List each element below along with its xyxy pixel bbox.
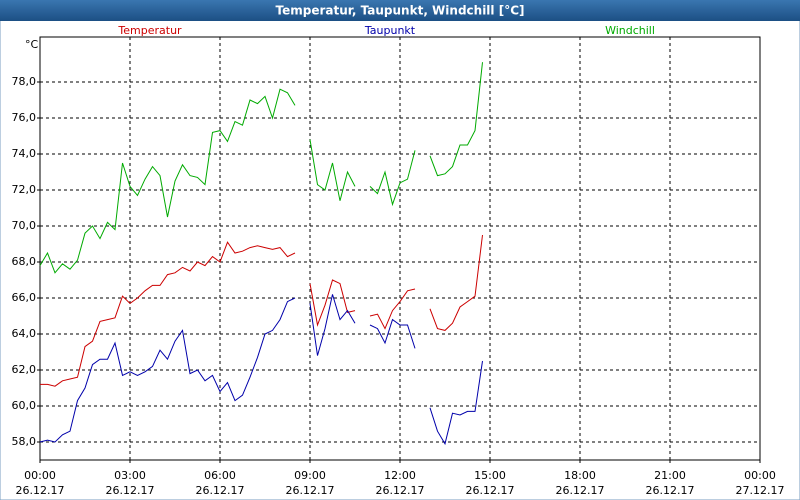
y-tick-label: 60,0 bbox=[12, 399, 37, 412]
title-bar bbox=[0, 0, 800, 21]
x-tick-label: 09:00 bbox=[294, 469, 326, 482]
x-tick-date: 26.12.17 bbox=[16, 484, 65, 497]
series-line bbox=[39, 294, 483, 446]
legend-entry: Taupunkt bbox=[364, 24, 416, 37]
legend-entry: Temperatur bbox=[117, 24, 182, 37]
x-tick-date: 27.12.17 bbox=[736, 484, 785, 497]
y-tick-label: 66,0 bbox=[12, 291, 37, 304]
x-tick-label: 00:00 bbox=[24, 469, 56, 482]
x-tick-label: 12:00 bbox=[384, 469, 416, 482]
x-tick-date: 26.12.17 bbox=[556, 484, 605, 497]
x-tick-label: 00:00 bbox=[744, 469, 776, 482]
x-tick-label: 21:00 bbox=[654, 469, 686, 482]
y-tick-label: 76,0 bbox=[12, 111, 37, 124]
y-tick-label: 62,0 bbox=[12, 363, 37, 376]
y-unit: °C bbox=[25, 38, 39, 51]
x-tick-date: 26.12.17 bbox=[466, 484, 515, 497]
x-tick-date: 26.12.17 bbox=[106, 484, 155, 497]
chart-title: Temperatur, Taupunkt, Windchill [°C] bbox=[276, 4, 525, 18]
x-tick-label: 06:00 bbox=[204, 469, 236, 482]
x-tick-label: 15:00 bbox=[474, 469, 506, 482]
x-tick-date: 26.12.17 bbox=[196, 484, 245, 497]
x-tick-date: 26.12.17 bbox=[286, 484, 335, 497]
x-tick-label: 03:00 bbox=[114, 469, 146, 482]
y-tick-label: 68,0 bbox=[12, 255, 37, 268]
series-line bbox=[39, 62, 483, 274]
x-tick-date: 26.12.17 bbox=[646, 484, 695, 497]
x-tick-label: 18:00 bbox=[564, 469, 596, 482]
legend-entry: Windchill bbox=[605, 24, 655, 37]
x-tick-date: 26.12.17 bbox=[376, 484, 425, 497]
y-tick-label: 74,0 bbox=[12, 147, 37, 160]
y-tick-label: 64,0 bbox=[12, 327, 37, 340]
y-tick-label: 72,0 bbox=[12, 183, 37, 196]
y-tick-label: 78,0 bbox=[12, 75, 37, 88]
series-line bbox=[40, 234, 483, 387]
y-tick-label: 58,0 bbox=[12, 435, 37, 448]
y-tick-label: 70,0 bbox=[12, 219, 37, 232]
